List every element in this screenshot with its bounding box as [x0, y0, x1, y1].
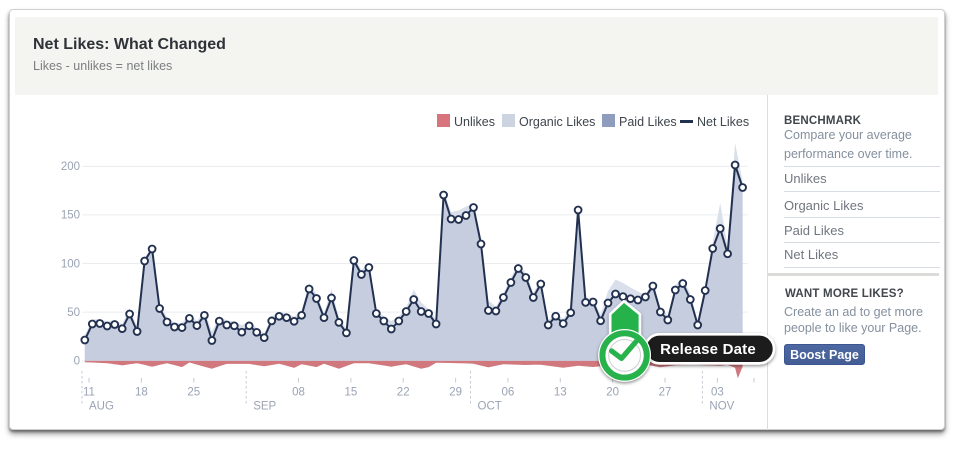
svg-text:150: 150: [61, 210, 80, 222]
svg-text:OCT: OCT: [478, 401, 502, 413]
svg-text:SEP: SEP: [253, 401, 276, 413]
svg-text:0: 0: [74, 356, 80, 368]
svg-text:08: 08: [292, 387, 305, 399]
svg-text:11: 11: [83, 387, 95, 399]
svg-text:06: 06: [502, 387, 515, 399]
svg-text:13: 13: [554, 387, 567, 399]
svg-text:25: 25: [187, 387, 200, 399]
svg-text:29: 29: [449, 387, 462, 399]
svg-text:100: 100: [61, 258, 80, 270]
svg-text:200: 200: [61, 161, 80, 173]
svg-text:27: 27: [659, 387, 672, 399]
svg-text:22: 22: [397, 387, 410, 399]
svg-text:AUG: AUG: [89, 401, 114, 413]
svg-text:18: 18: [135, 387, 148, 399]
svg-text:20: 20: [606, 387, 619, 399]
svg-text:50: 50: [67, 307, 80, 319]
svg-text:NOV: NOV: [709, 401, 734, 413]
svg-text:03: 03: [711, 387, 724, 399]
svg-text:15: 15: [345, 387, 358, 399]
svg-text:Release Date: Release Date: [660, 341, 756, 358]
